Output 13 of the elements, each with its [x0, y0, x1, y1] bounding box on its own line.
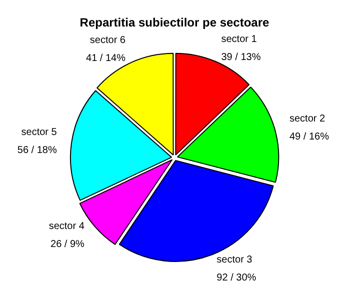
data-label: 26 / 9% [50, 238, 85, 250]
data-label: 92 / 30% [216, 272, 256, 284]
slice-label: sector 5 [21, 126, 58, 138]
data-label: 56 / 18% [17, 144, 57, 156]
chart-title: Repartitia subiectilor pe sectoare [80, 16, 270, 30]
slice-label: sector 1 [221, 34, 258, 46]
data-label: 39 / 13% [221, 52, 261, 64]
slice-label: sector 3 [216, 254, 253, 266]
slice-label: sector 4 [48, 220, 85, 232]
slice-label: sector 2 [289, 114, 326, 125]
slice-label: sector 6 [90, 35, 126, 46]
data-label: 49 / 16% [289, 132, 330, 143]
data-label: 41 / 14% [86, 53, 126, 64]
